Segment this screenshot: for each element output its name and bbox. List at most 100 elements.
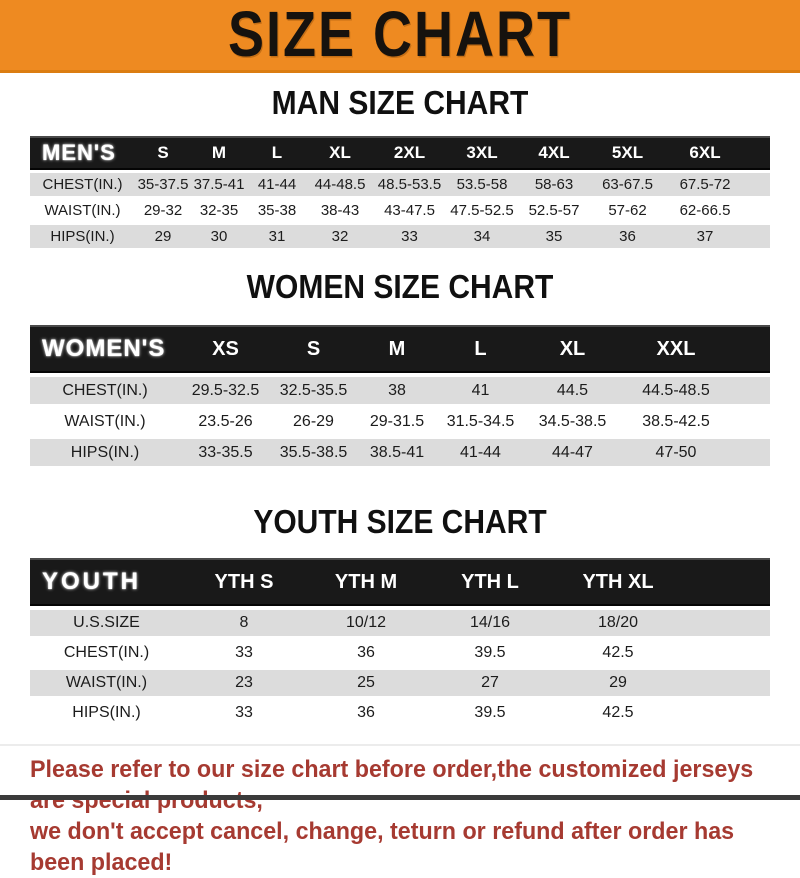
table-cell: 33: [235, 704, 253, 721]
table-cell: 34: [473, 228, 491, 245]
row-label: CHEST(IN.): [62, 381, 148, 399]
table-cell: 29: [154, 228, 172, 245]
table-cell: 10/12: [345, 614, 387, 631]
column-header: YTH M: [305, 558, 427, 606]
table-cell: 44-47: [552, 443, 593, 461]
header-row: MEN'S S M L XL 2XL 3XL 4XL 5XL 6XL: [30, 136, 770, 170]
men-heading: MAN SIZE CHART: [271, 84, 529, 122]
table-cell: 47-50: [655, 443, 697, 461]
women-heading: WOMEN SIZE CHART: [246, 268, 554, 306]
footer-note: Please refer to our size chart before or…: [0, 744, 800, 878]
table-cell: 34.5-38.5: [538, 412, 607, 430]
row-label: WAIST(IN.): [64, 412, 146, 430]
filler-cell: [683, 610, 770, 636]
header-row: WOMEN'S XS S M L XL XXL: [30, 325, 770, 373]
column-header: M: [356, 325, 438, 373]
table-cell: 62-66.5: [679, 202, 731, 219]
note-line-2: we don't accept cancel, change, teturn o…: [30, 818, 735, 876]
table-cell: 25: [357, 674, 375, 691]
table-cell: 57-62: [608, 202, 647, 219]
table-cell: 52.5-57: [528, 202, 580, 219]
column-header: YTH S: [183, 558, 305, 606]
bottom-edge-strip: [0, 795, 800, 800]
table-cell: 31.5-34.5: [446, 412, 515, 430]
column-header: S: [135, 136, 191, 170]
youth-section: YOUTH SIZE CHART YOUTH YTH S YTH M YTH L YTH…: [0, 503, 800, 730]
table-cell: 35.5-38.5: [279, 443, 348, 461]
women-section: WOMEN SIZE CHART WOMEN'S XS S M L XL XXL CHEST(…: [0, 268, 800, 470]
filler-cell: [730, 377, 770, 404]
table-cell: 14/16: [469, 614, 511, 631]
column-header: XS: [180, 325, 271, 373]
header-row: YOUTH YTH S YTH M YTH L YTH XL: [30, 558, 770, 606]
table-cell: 44.5-48.5: [642, 381, 710, 399]
table-cell: 67.5-72: [679, 176, 731, 193]
table-row: U.S.SIZE 8 10/12 14/16 18/20: [30, 610, 770, 636]
row-label: WAIST(IN.): [65, 674, 148, 691]
filler-cell: [683, 558, 770, 606]
column-header: S: [271, 325, 356, 373]
table-cell: 31: [268, 228, 286, 245]
table-cell: 29: [609, 674, 627, 691]
table-cell: 42.5: [602, 644, 634, 661]
table-cell: 41: [471, 381, 490, 399]
table-cell: 38.5-41: [369, 443, 425, 461]
women-size-table: WOMEN'S XS S M L XL XXL CHEST(IN.) 29.5-32.5 32.5…: [30, 321, 770, 470]
table-row: HIPS(IN.) 33-35.5 35.5-38.5 38.5-41 41-44 44-…: [30, 439, 770, 466]
filler-cell: [730, 439, 770, 466]
table-row: CHEST(IN.) 35-37.5 37.5-41 41-44 44-48.5 48.5…: [30, 173, 770, 196]
table-cell: 18/20: [597, 614, 639, 631]
table-cell: 35-37.5: [137, 176, 189, 193]
column-header: 4XL: [518, 136, 590, 170]
banner: SIZE CHART: [0, 0, 800, 73]
table-title-cell: WOMEN'S: [30, 325, 180, 373]
table-cell: 38: [388, 381, 406, 399]
filler-cell: [730, 325, 770, 373]
filler-cell: [683, 640, 770, 666]
filler-cell: [683, 670, 770, 696]
table-cell: 32.5-35.5: [279, 381, 348, 399]
table-row: WAIST(IN.) 29-32 32-35 35-38 38-43 43-47.5 47.…: [30, 199, 770, 222]
table-cell: 23: [235, 674, 253, 691]
column-header: 5XL: [590, 136, 665, 170]
table-cell: 30: [210, 228, 228, 245]
table-cell: 8: [239, 614, 249, 631]
table-cell: 41-44: [257, 176, 297, 193]
column-header: XL: [523, 325, 622, 373]
table-title-cell: YOUTH: [30, 558, 183, 606]
table-cell: 38-43: [320, 202, 360, 219]
row-label: CHEST(IN.): [63, 644, 150, 661]
column-header: YTH XL: [553, 558, 683, 606]
table-cell: 37.5-41: [193, 176, 245, 193]
table-row: HIPS(IN.) 33 36 39.5 42.5: [30, 700, 770, 726]
youth-heading: YOUTH SIZE CHART: [253, 503, 547, 541]
row-label: HIPS(IN.): [72, 704, 141, 721]
table-row: HIPS(IN.) 29 30 31 32 33 34 35 36 37: [30, 225, 770, 248]
table-cell: 33: [235, 644, 253, 661]
table-cell: 44.5: [556, 381, 589, 399]
table-cell: 38.5-42.5: [642, 412, 710, 430]
table-cell: 48.5-53.5: [377, 176, 442, 193]
table-cell: 26-29: [293, 412, 334, 430]
row-label: HIPS(IN.): [50, 228, 115, 245]
table-cell: 36: [357, 704, 375, 721]
filler-cell: [745, 173, 770, 196]
table-row: CHEST(IN.) 33 36 39.5 42.5: [30, 640, 770, 666]
filler-cell: [745, 225, 770, 248]
table-cell: 33-35.5: [198, 443, 253, 461]
table-cell: 33: [401, 228, 418, 245]
table-cell: 47.5-52.5: [450, 202, 514, 219]
table-cell: 27: [481, 674, 499, 691]
table-cell: 29-32: [143, 202, 183, 219]
column-header: YTH L: [427, 558, 553, 606]
table-cell: 43-47.5: [384, 202, 435, 219]
table-cell: 58-63: [534, 176, 574, 193]
table-cell: 44-48.5: [314, 176, 366, 193]
page-title: SIZE CHART: [228, 0, 572, 71]
filler-cell: [745, 136, 770, 170]
row-label: WAIST(IN.): [44, 202, 121, 219]
table-cell: 36: [619, 228, 636, 245]
filler-cell: [745, 199, 770, 222]
note-line-1: Please refer to our size chart before or…: [30, 756, 754, 814]
filler-cell: [683, 700, 770, 726]
